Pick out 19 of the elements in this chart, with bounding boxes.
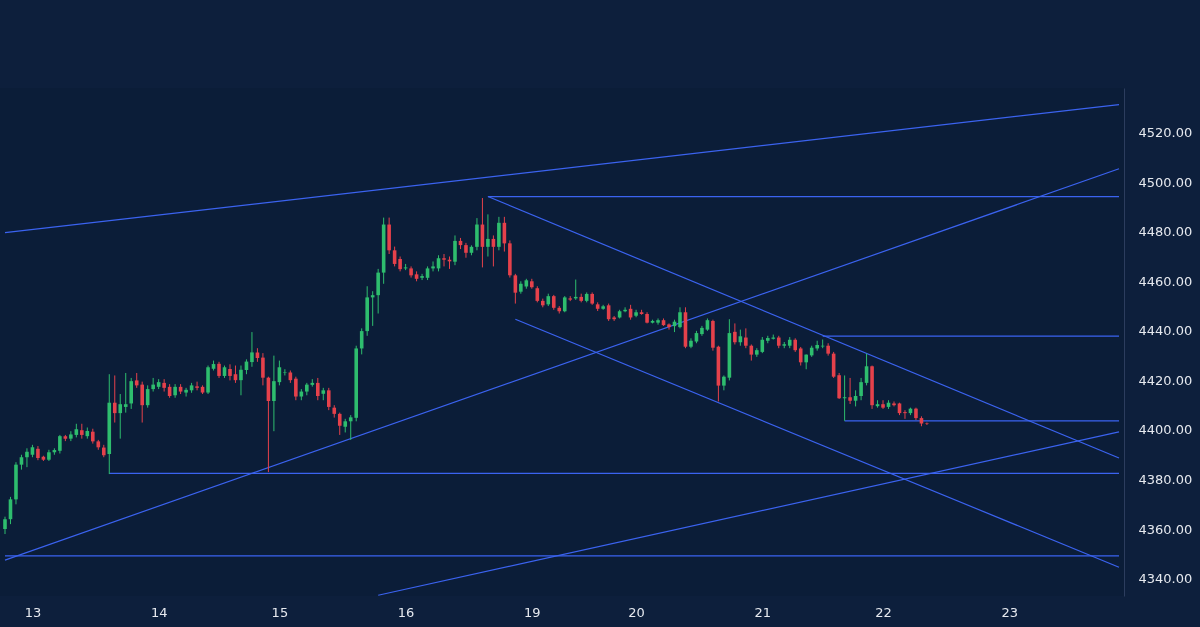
y-tick-label: 4420.00 [1138, 372, 1193, 388]
y-tick-label: 4500.00 [1138, 174, 1193, 190]
y-tick-label: 4440.00 [1138, 323, 1193, 339]
y-tick-label: 4480.00 [1138, 224, 1193, 240]
x-tick-label: 13 [24, 604, 42, 620]
x-tick-label: 16 [397, 604, 415, 620]
x-tick-label: 15 [271, 604, 289, 620]
x-tick-label: 23 [1001, 604, 1019, 620]
x-tick-label: 14 [150, 604, 168, 620]
y-tick-label: 4520.00 [1138, 125, 1193, 141]
y-tick-label: 4460.00 [1138, 273, 1193, 289]
x-tick-label: 21 [754, 604, 772, 620]
x-tick-label: 19 [524, 604, 541, 620]
y-tick-label: 4360.00 [1138, 521, 1193, 537]
y-tick-label: 4400.00 [1138, 422, 1193, 438]
y-tick-label: 4380.00 [1138, 472, 1193, 488]
x-tick-label: 22 [875, 604, 892, 620]
x-tick-label: 20 [628, 604, 645, 620]
y-tick-label: 4340.00 [1138, 571, 1193, 587]
